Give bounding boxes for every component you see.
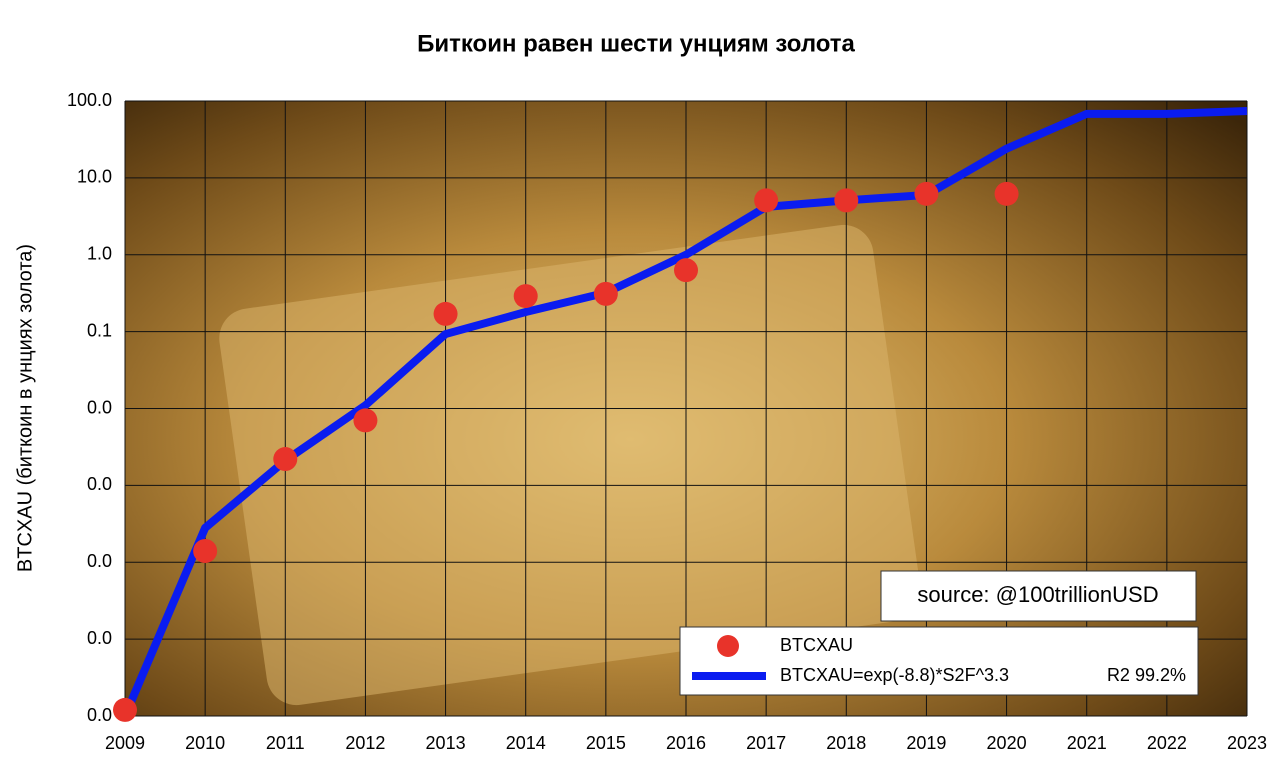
data-point xyxy=(433,301,458,326)
x-tick-label: 2015 xyxy=(586,733,626,753)
y-tick-label: 100.0 xyxy=(67,90,112,110)
data-point xyxy=(994,181,1019,206)
source-box xyxy=(880,570,1197,622)
x-tick-label: 2010 xyxy=(185,733,225,753)
legend-label: BTCXAU xyxy=(780,635,853,655)
x-tick-label: 2023 xyxy=(1227,733,1267,753)
y-tick-label: 0.1 xyxy=(87,320,112,340)
legend xyxy=(679,626,1199,696)
legend-marker xyxy=(717,635,739,657)
data-point xyxy=(834,188,859,213)
legend-label: BTCXAU=exp(-8.8)*S2F^3.3 xyxy=(780,665,1009,685)
data-point xyxy=(513,284,538,309)
chart-title: Биткоин равен шести унциям золота xyxy=(417,30,855,57)
data-point xyxy=(914,181,939,206)
x-tick-label: 2022 xyxy=(1147,733,1187,753)
x-tick-label: 2018 xyxy=(826,733,866,753)
y-axis-label: BTCXAU (биткоин в унциях золота) xyxy=(14,244,36,572)
data-point xyxy=(193,539,218,564)
y-tick-label: 0.0 xyxy=(87,705,112,725)
y-tick-label: 0.0 xyxy=(87,628,112,648)
y-tick-label: 1.0 xyxy=(87,244,112,264)
x-tick-label: 2012 xyxy=(345,733,385,753)
data-point xyxy=(273,447,298,472)
y-tick-label: 10.0 xyxy=(77,167,112,187)
data-point xyxy=(593,281,618,306)
r2-label: R2 99.2% xyxy=(1107,665,1186,685)
data-point xyxy=(754,188,779,213)
source-note: source: @100trillionUSD xyxy=(917,582,1158,607)
x-tick-label: 2016 xyxy=(666,733,706,753)
legend-items: BTCXAU BTCXAU=exp(-8.8)*S2F^3.3 R2 99.2% xyxy=(692,635,1186,685)
x-tick-label: 2020 xyxy=(987,733,1027,753)
x-tick-label: 2009 xyxy=(105,733,145,753)
x-tick-label: 2021 xyxy=(1067,733,1107,753)
x-tick-label: 2013 xyxy=(426,733,466,753)
gold-bar xyxy=(219,224,921,706)
x-tick-label: 2011 xyxy=(266,733,305,753)
y-tick-label: 0.0 xyxy=(87,397,112,417)
x-tick-label: 2019 xyxy=(906,733,946,753)
plot-area: 0.0 0.0 0.0 0.0 0.0 0.1 1.0 10.0 100.0 2009 2010 20… xyxy=(67,90,1267,753)
x-tick-label: 2017 xyxy=(746,733,786,753)
fit-line xyxy=(121,107,1248,718)
y-tick-label: 0.0 xyxy=(87,551,112,571)
y-tick-label: 0.0 xyxy=(87,474,112,494)
x-tick-label: 2014 xyxy=(506,733,546,753)
data-point xyxy=(353,408,378,433)
data-point xyxy=(674,258,698,283)
data-point xyxy=(113,697,137,722)
